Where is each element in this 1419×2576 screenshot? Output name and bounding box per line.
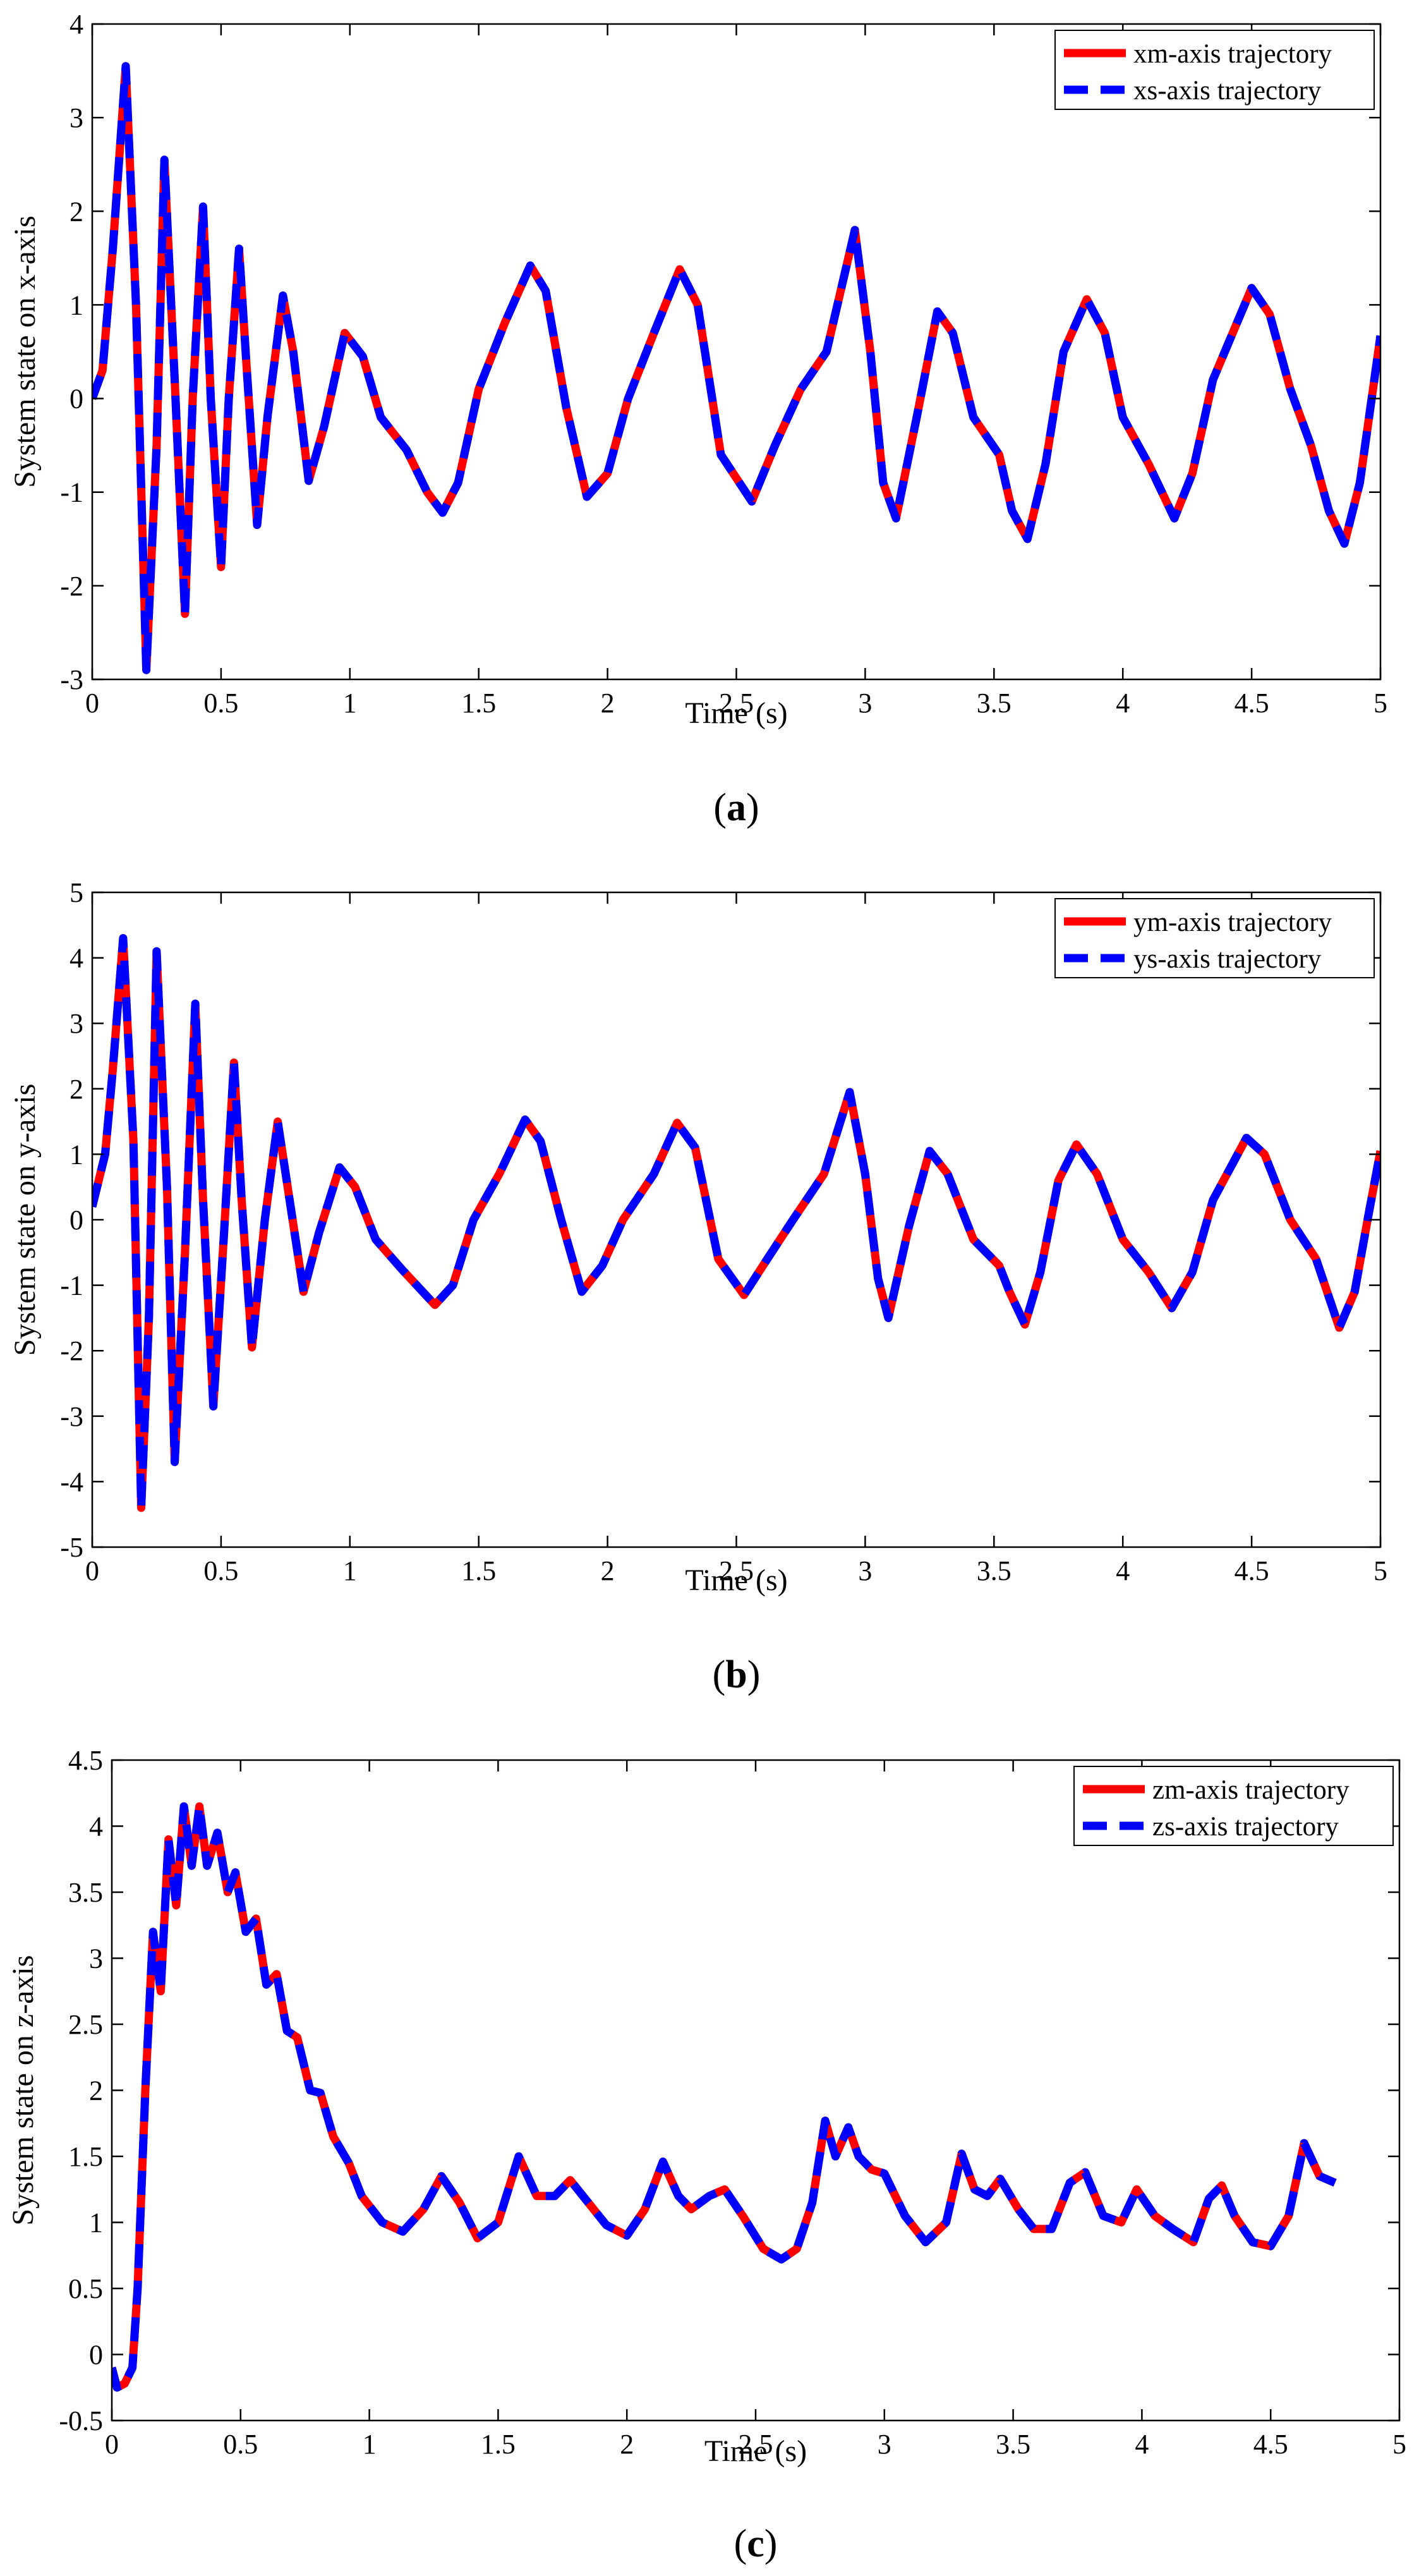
legend: xm-axis trajectory xs-axis trajectory bbox=[1054, 30, 1375, 110]
y-tick-label: 2 bbox=[69, 1074, 83, 1105]
chart-panel-a: 0 0.5 1 1.5 2 2.5 3 3.5 4 4.5 5 -3 -2 -1 0 1 2 3 4 Time (s)… bbox=[8, 9, 1387, 829]
x-tick-label: 5 bbox=[1374, 688, 1387, 719]
x-tick-label: 4.5 bbox=[1235, 1555, 1269, 1586]
y-tick-label: 5 bbox=[69, 877, 83, 908]
x-tick-label: 0 bbox=[85, 1555, 99, 1586]
x-tick-label: 2.5 bbox=[719, 688, 754, 719]
y-tick-label: 4.5 bbox=[68, 1745, 103, 1776]
x-tick-label: 3.5 bbox=[977, 1555, 1011, 1586]
y-tick-label: 0.5 bbox=[68, 2273, 103, 2304]
x-tick-label: 4.5 bbox=[1253, 2429, 1288, 2460]
y-tick-label: -3 bbox=[60, 664, 83, 695]
y-tick-label: 4 bbox=[69, 943, 83, 974]
panel-label: (a) bbox=[713, 786, 759, 829]
x-tick-label: 5 bbox=[1374, 1555, 1387, 1586]
y-tick-label: 3.5 bbox=[68, 1877, 103, 1908]
x-tick-label: 0.5 bbox=[223, 2429, 258, 2460]
x-tick-label: 4 bbox=[1116, 688, 1130, 719]
legend-label: xm-axis trajectory bbox=[1133, 39, 1332, 69]
y-tick-label: 3 bbox=[69, 1008, 83, 1039]
legend-label: zm-axis trajectory bbox=[1152, 1775, 1350, 1805]
x-tick-label: 2 bbox=[601, 688, 615, 719]
x-tick-label: 1 bbox=[343, 1555, 357, 1586]
y-tick-label: -2 bbox=[60, 1335, 83, 1366]
y-tick-label: -1 bbox=[60, 1270, 83, 1301]
legend: zm-axis trajectory zs-axis trajectory bbox=[1073, 1766, 1394, 1846]
x-axis-label: Time (s) bbox=[704, 2434, 807, 2468]
y-tick-label: 1 bbox=[69, 289, 83, 320]
x-tick-label: 2.5 bbox=[719, 1555, 754, 1586]
y-tick-label: 0 bbox=[69, 1205, 83, 1236]
legend: ym-axis trajectory ys-axis trajectory bbox=[1054, 898, 1375, 978]
legend-label: zs-axis trajectory bbox=[1152, 1812, 1339, 1842]
x-tick-label: 0 bbox=[105, 2429, 119, 2460]
y-tick-label: 1 bbox=[69, 1139, 83, 1170]
x-tick-label: 2.5 bbox=[739, 2429, 773, 2460]
x-tick-label: 5 bbox=[1392, 2429, 1406, 2460]
x-tick-label: 0 bbox=[85, 688, 99, 719]
y-tick-label: 2 bbox=[89, 2075, 103, 2106]
y-tick-label: -1 bbox=[60, 477, 83, 508]
panel-label: (c) bbox=[734, 2522, 778, 2565]
series-line-slave bbox=[112, 1802, 1337, 2392]
chart-panel-b: 0 0.5 1 1.5 2 2.5 3 3.5 4 4.5 5 -5 -4 -3 -2 -1 0 1 2 3 4 5 Tim… bbox=[8, 877, 1387, 1696]
y-tick-label: 1.5 bbox=[68, 2141, 103, 2172]
x-tick-label: 3 bbox=[858, 688, 872, 719]
x-tick-label: 4 bbox=[1135, 2429, 1149, 2460]
y-tick-label: -5 bbox=[60, 1532, 83, 1563]
chart-panel-c: 0 0.5 1 1.5 2 2.5 3 3.5 4 4.5 5-0.500.511.522.533.… bbox=[6, 1745, 1406, 2565]
x-tick-label: 1.5 bbox=[481, 2429, 516, 2460]
y-axis-label: System state on y-axis bbox=[8, 1084, 42, 1356]
y-tick-label: 4 bbox=[69, 9, 83, 40]
legend-label: xs-axis trajectory bbox=[1133, 76, 1322, 106]
legend-label: ys-axis trajectory bbox=[1133, 944, 1322, 974]
legend-label: ym-axis trajectory bbox=[1133, 908, 1332, 937]
x-axis-label: Time (s) bbox=[685, 696, 787, 730]
y-tick-label: 4 bbox=[89, 1811, 103, 1842]
x-tick-label: 2 bbox=[601, 1555, 615, 1586]
series-line-master bbox=[92, 934, 1380, 1512]
y-tick-label: -4 bbox=[60, 1466, 83, 1497]
x-tick-label: 3.5 bbox=[996, 2429, 1030, 2460]
legend-box bbox=[1054, 898, 1375, 978]
x-tick-label: 0.5 bbox=[203, 688, 238, 719]
y-tick-label: 1 bbox=[89, 2208, 103, 2239]
plot-area bbox=[92, 892, 1380, 1547]
plot-area bbox=[92, 24, 1380, 679]
x-tick-label: 1 bbox=[343, 688, 357, 719]
panel-label: (b) bbox=[713, 1653, 761, 1696]
y-tick-label: -0.5 bbox=[59, 2405, 103, 2436]
x-tick-label: 1.5 bbox=[461, 1555, 496, 1586]
y-tick-label: 3 bbox=[89, 1943, 103, 1974]
y-tick-label: 0 bbox=[69, 384, 83, 415]
x-tick-label: 0.5 bbox=[203, 1555, 238, 1586]
x-tick-label: 4.5 bbox=[1235, 688, 1269, 719]
x-tick-label: 3.5 bbox=[977, 688, 1011, 719]
y-tick-label: -2 bbox=[60, 571, 83, 602]
legend-box bbox=[1054, 30, 1375, 110]
y-axis-label: System state on x-axis bbox=[8, 216, 42, 488]
y-tick-label: 3 bbox=[69, 102, 83, 133]
y-tick-label: 0 bbox=[89, 2340, 103, 2371]
x-tick-label: 3 bbox=[878, 2429, 891, 2460]
x-tick-label: 3 bbox=[858, 1555, 872, 1586]
y-axis-label: System state on z-axis bbox=[6, 1955, 40, 2226]
y-tick-label: 2 bbox=[69, 196, 83, 227]
y-tick-label: -3 bbox=[60, 1401, 83, 1432]
x-tick-label: 1 bbox=[363, 2429, 377, 2460]
series-line-slave bbox=[92, 62, 1380, 674]
legend-box bbox=[1073, 1766, 1394, 1846]
x-tick-label: 4 bbox=[1116, 1555, 1130, 1586]
plot-area bbox=[112, 1760, 1399, 2421]
x-axis-label: Time (s) bbox=[685, 1564, 787, 1597]
y-tick-label: 2.5 bbox=[68, 2009, 103, 2040]
x-tick-label: 2 bbox=[620, 2429, 634, 2460]
x-tick-label: 1.5 bbox=[461, 688, 496, 719]
